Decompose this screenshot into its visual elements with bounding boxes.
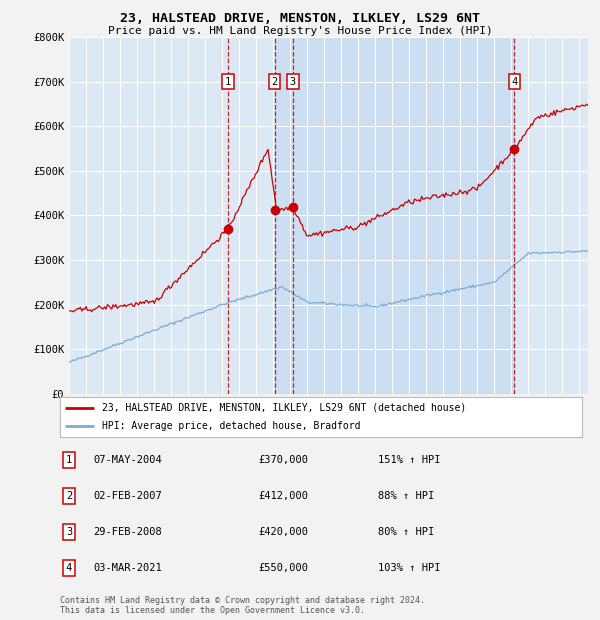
- Text: 151% ↑ HPI: 151% ↑ HPI: [378, 455, 440, 465]
- Text: £550,000: £550,000: [258, 563, 308, 573]
- Text: £412,000: £412,000: [258, 491, 308, 501]
- Text: Contains HM Land Registry data © Crown copyright and database right 2024.
This d: Contains HM Land Registry data © Crown c…: [60, 596, 425, 615]
- Text: 07-MAY-2004: 07-MAY-2004: [93, 455, 162, 465]
- Text: 88% ↑ HPI: 88% ↑ HPI: [378, 491, 434, 501]
- Text: 103% ↑ HPI: 103% ↑ HPI: [378, 563, 440, 573]
- Text: HPI: Average price, detached house, Bradford: HPI: Average price, detached house, Brad…: [102, 421, 360, 432]
- Text: 29-FEB-2008: 29-FEB-2008: [93, 527, 162, 537]
- Text: 02-FEB-2007: 02-FEB-2007: [93, 491, 162, 501]
- Text: £420,000: £420,000: [258, 527, 308, 537]
- Text: 23, HALSTEAD DRIVE, MENSTON, ILKLEY, LS29 6NT (detached house): 23, HALSTEAD DRIVE, MENSTON, ILKLEY, LS2…: [102, 402, 466, 413]
- Text: 2: 2: [271, 77, 278, 87]
- Text: 2: 2: [66, 491, 72, 501]
- Text: 03-MAR-2021: 03-MAR-2021: [93, 563, 162, 573]
- Text: 80% ↑ HPI: 80% ↑ HPI: [378, 527, 434, 537]
- Text: £370,000: £370,000: [258, 455, 308, 465]
- Text: 1: 1: [225, 77, 231, 87]
- Bar: [275, 37, 514, 394]
- Text: 3: 3: [290, 77, 296, 87]
- Text: 3: 3: [66, 527, 72, 537]
- Text: 4: 4: [66, 563, 72, 573]
- Text: 4: 4: [511, 77, 517, 87]
- Text: 23, HALSTEAD DRIVE, MENSTON, ILKLEY, LS29 6NT: 23, HALSTEAD DRIVE, MENSTON, ILKLEY, LS2…: [120, 12, 480, 25]
- Text: Price paid vs. HM Land Registry's House Price Index (HPI): Price paid vs. HM Land Registry's House …: [107, 26, 493, 36]
- Text: 1: 1: [66, 455, 72, 465]
